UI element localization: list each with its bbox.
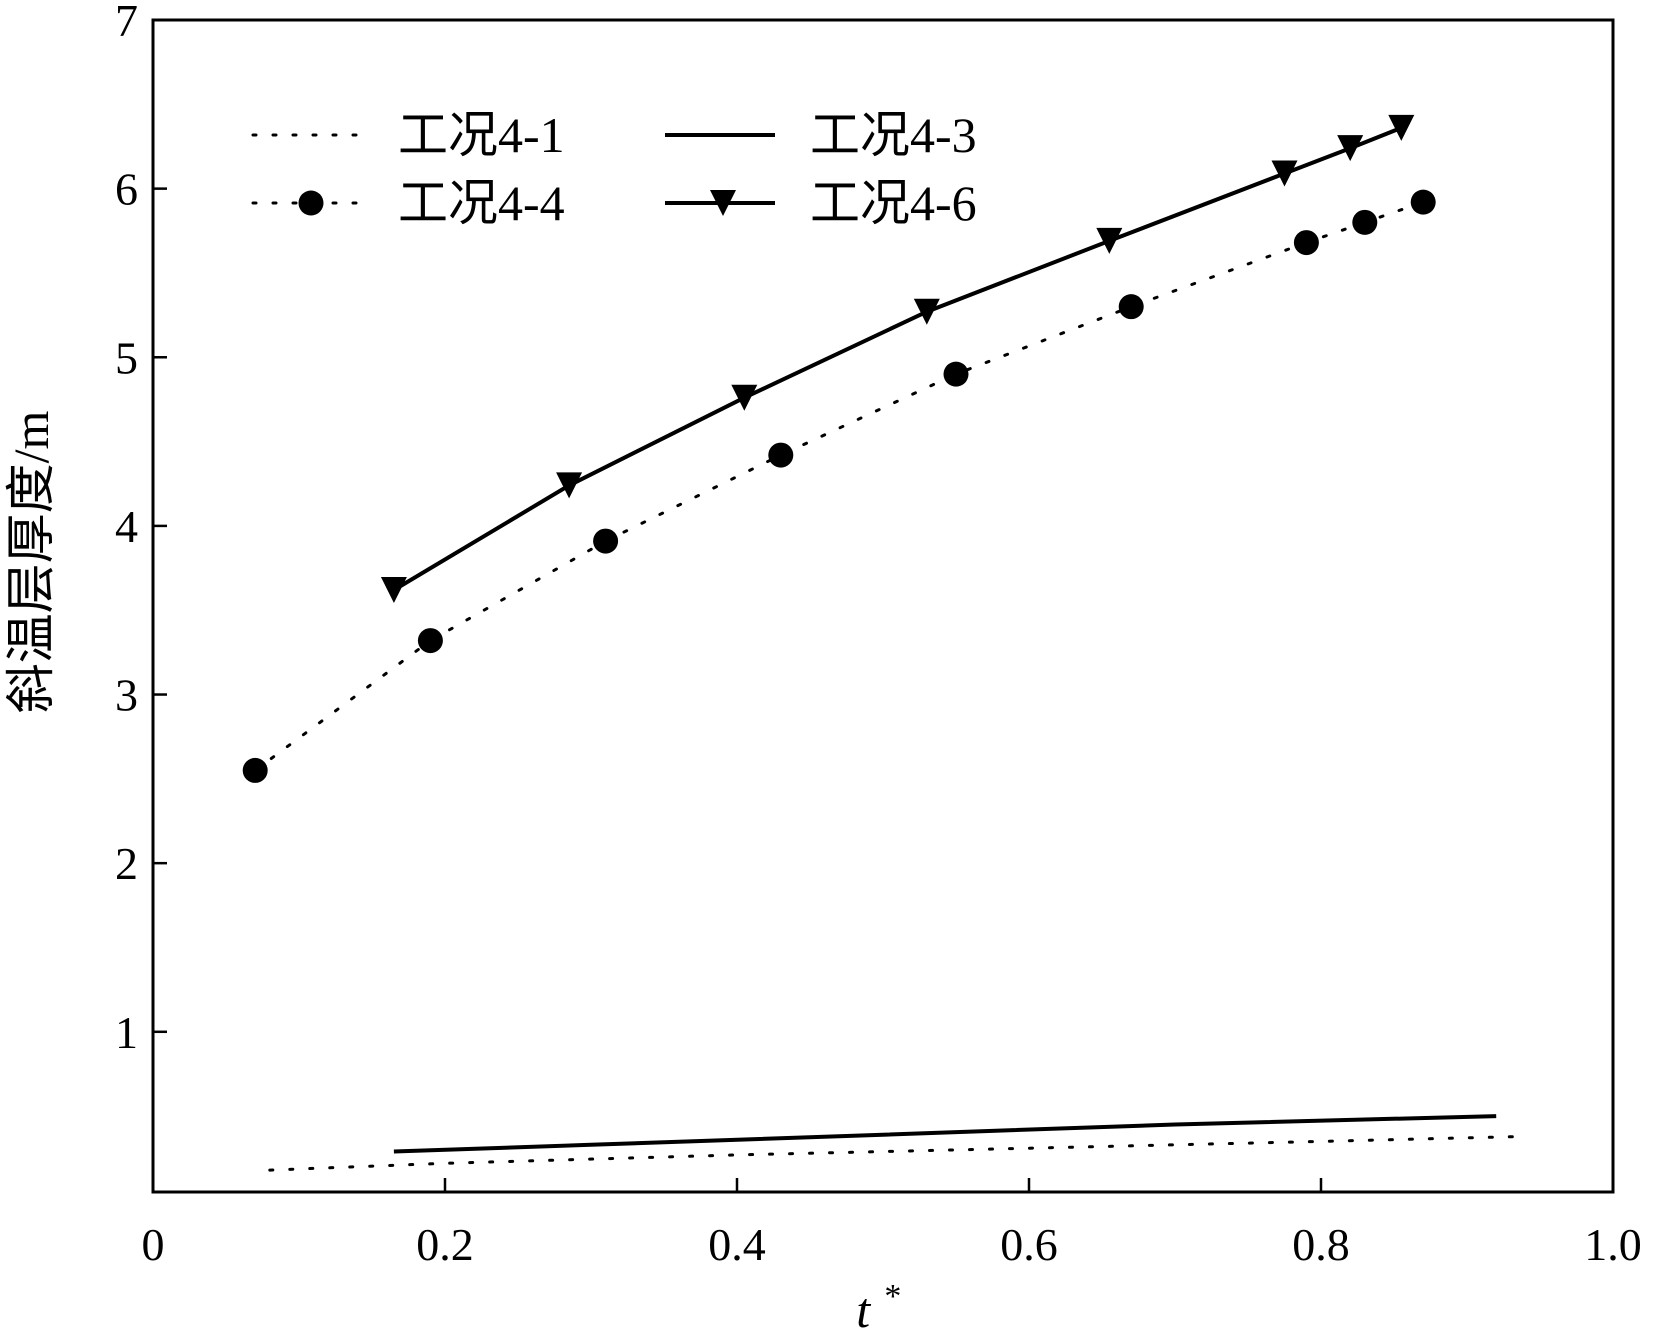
series-1 (393, 1114, 1497, 1154)
y-tick-label: 2 (115, 838, 138, 889)
data-point (1388, 114, 1415, 141)
legend: 工况4-1 工况4-3 工况4-4 工况4-6 (251, 107, 977, 231)
y-tick-label: 7 (115, 0, 138, 46)
series (242, 114, 1527, 1172)
y-tick-label: 4 (115, 501, 138, 552)
y-tick-label: 3 (115, 670, 138, 721)
y-tick-label: 6 (115, 164, 138, 215)
series-0 (268, 1134, 1527, 1172)
x-tick-label: 1.0 (1584, 1219, 1642, 1270)
plot-frame (151, 18, 1615, 1194)
legend-label: 工况4-6 (810, 175, 977, 231)
legend-item: 工况4-1 (251, 107, 565, 163)
legend-item: 工况4-4 (251, 175, 565, 231)
ticks: 0 0.2 0.4 0.6 0.8 1.0 1 2 3 4 5 6 7 (115, 0, 1642, 1270)
data-point (731, 384, 758, 411)
data-point (1096, 227, 1123, 254)
series-2 (242, 189, 1436, 783)
data-point (768, 442, 794, 468)
y-axis-title: 斜温层厚度/m (3, 411, 59, 714)
x-tick-label: 0 (142, 1219, 165, 1270)
series-line (392, 126, 1403, 592)
data-point (943, 361, 969, 387)
series-line (393, 1114, 1497, 1154)
x-tick-label: 0.4 (708, 1219, 766, 1270)
x-axis-title-superscript: * (883, 1278, 900, 1315)
data-point (380, 576, 407, 603)
data-point (1352, 209, 1378, 235)
x-axis-title-main: t (856, 1282, 871, 1338)
data-point (913, 298, 940, 325)
series-line (268, 1134, 1527, 1172)
legend-item: 工况4-6 (665, 175, 977, 231)
data-point (1410, 189, 1436, 215)
x-tick-label: 0.6 (1000, 1219, 1058, 1270)
data-point (1118, 294, 1144, 320)
series-line (253, 200, 1425, 772)
x-axis-title: t * (856, 1278, 899, 1338)
series-3 (380, 114, 1415, 603)
data-point (556, 472, 583, 499)
y-tick-label: 1 (115, 1007, 138, 1058)
data-point (242, 757, 268, 783)
plot-border (151, 18, 1615, 1194)
legend-swatch-marker (298, 190, 324, 216)
data-point (593, 528, 619, 554)
data-point (1271, 160, 1298, 187)
data-point (1337, 135, 1364, 162)
legend-label: 工况4-3 (810, 107, 977, 163)
legend-swatch-marker (710, 190, 736, 216)
legend-label: 工况4-1 (398, 107, 565, 163)
data-point (417, 628, 443, 654)
data-point (1293, 230, 1319, 256)
x-tick-label: 0.2 (416, 1219, 474, 1270)
y-tick-label: 5 (115, 332, 138, 383)
x-tick-label: 0.8 (1292, 1219, 1350, 1270)
legend-item: 工况4-3 (665, 107, 977, 163)
legend-label: 工况4-4 (398, 175, 565, 231)
